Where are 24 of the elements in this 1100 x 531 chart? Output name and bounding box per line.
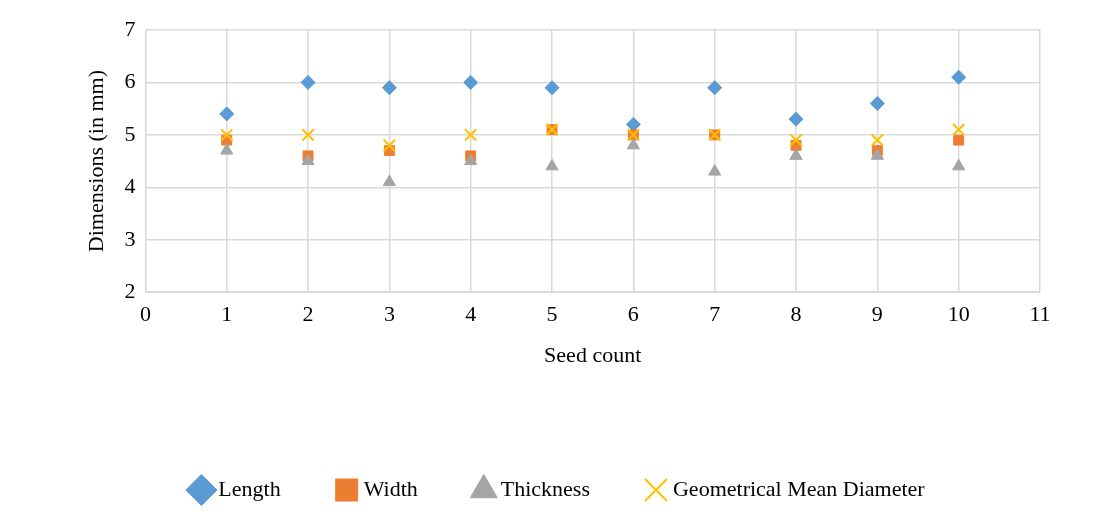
y-tick-label: 4	[124, 173, 136, 199]
x-tick-label: 1	[221, 301, 233, 327]
x-tick-label: 6	[627, 301, 639, 327]
x-tick-label: 5	[546, 301, 558, 327]
y-tick-label: 7	[124, 15, 136, 41]
x-axis-title: Seed count	[544, 341, 642, 367]
y-tick-label: 3	[124, 225, 136, 251]
x-tick-label: 3	[383, 301, 395, 327]
y-tick-label: 5	[124, 120, 136, 146]
legend-label: Width	[363, 475, 418, 501]
y-tick-label: 6	[124, 68, 136, 94]
y-axis-title: Dimensions (in mm)	[82, 70, 108, 253]
x-tick-label: 11	[1029, 301, 1051, 327]
x-tick-label: 4	[465, 301, 477, 327]
y-tick-label: 2	[124, 277, 136, 303]
x-tick-label: 0	[139, 301, 151, 327]
legend-label: Geometrical Mean Diameter	[672, 475, 926, 501]
legend-label: Length	[218, 475, 281, 501]
legend-label: Thickness	[500, 475, 590, 501]
x-tick-label: 9	[871, 301, 883, 327]
x-tick-label: 7	[709, 301, 721, 327]
x-tick-label: 10	[947, 301, 970, 327]
x-tick-label: 8	[790, 301, 802, 327]
x-tick-label: 2	[302, 301, 314, 327]
